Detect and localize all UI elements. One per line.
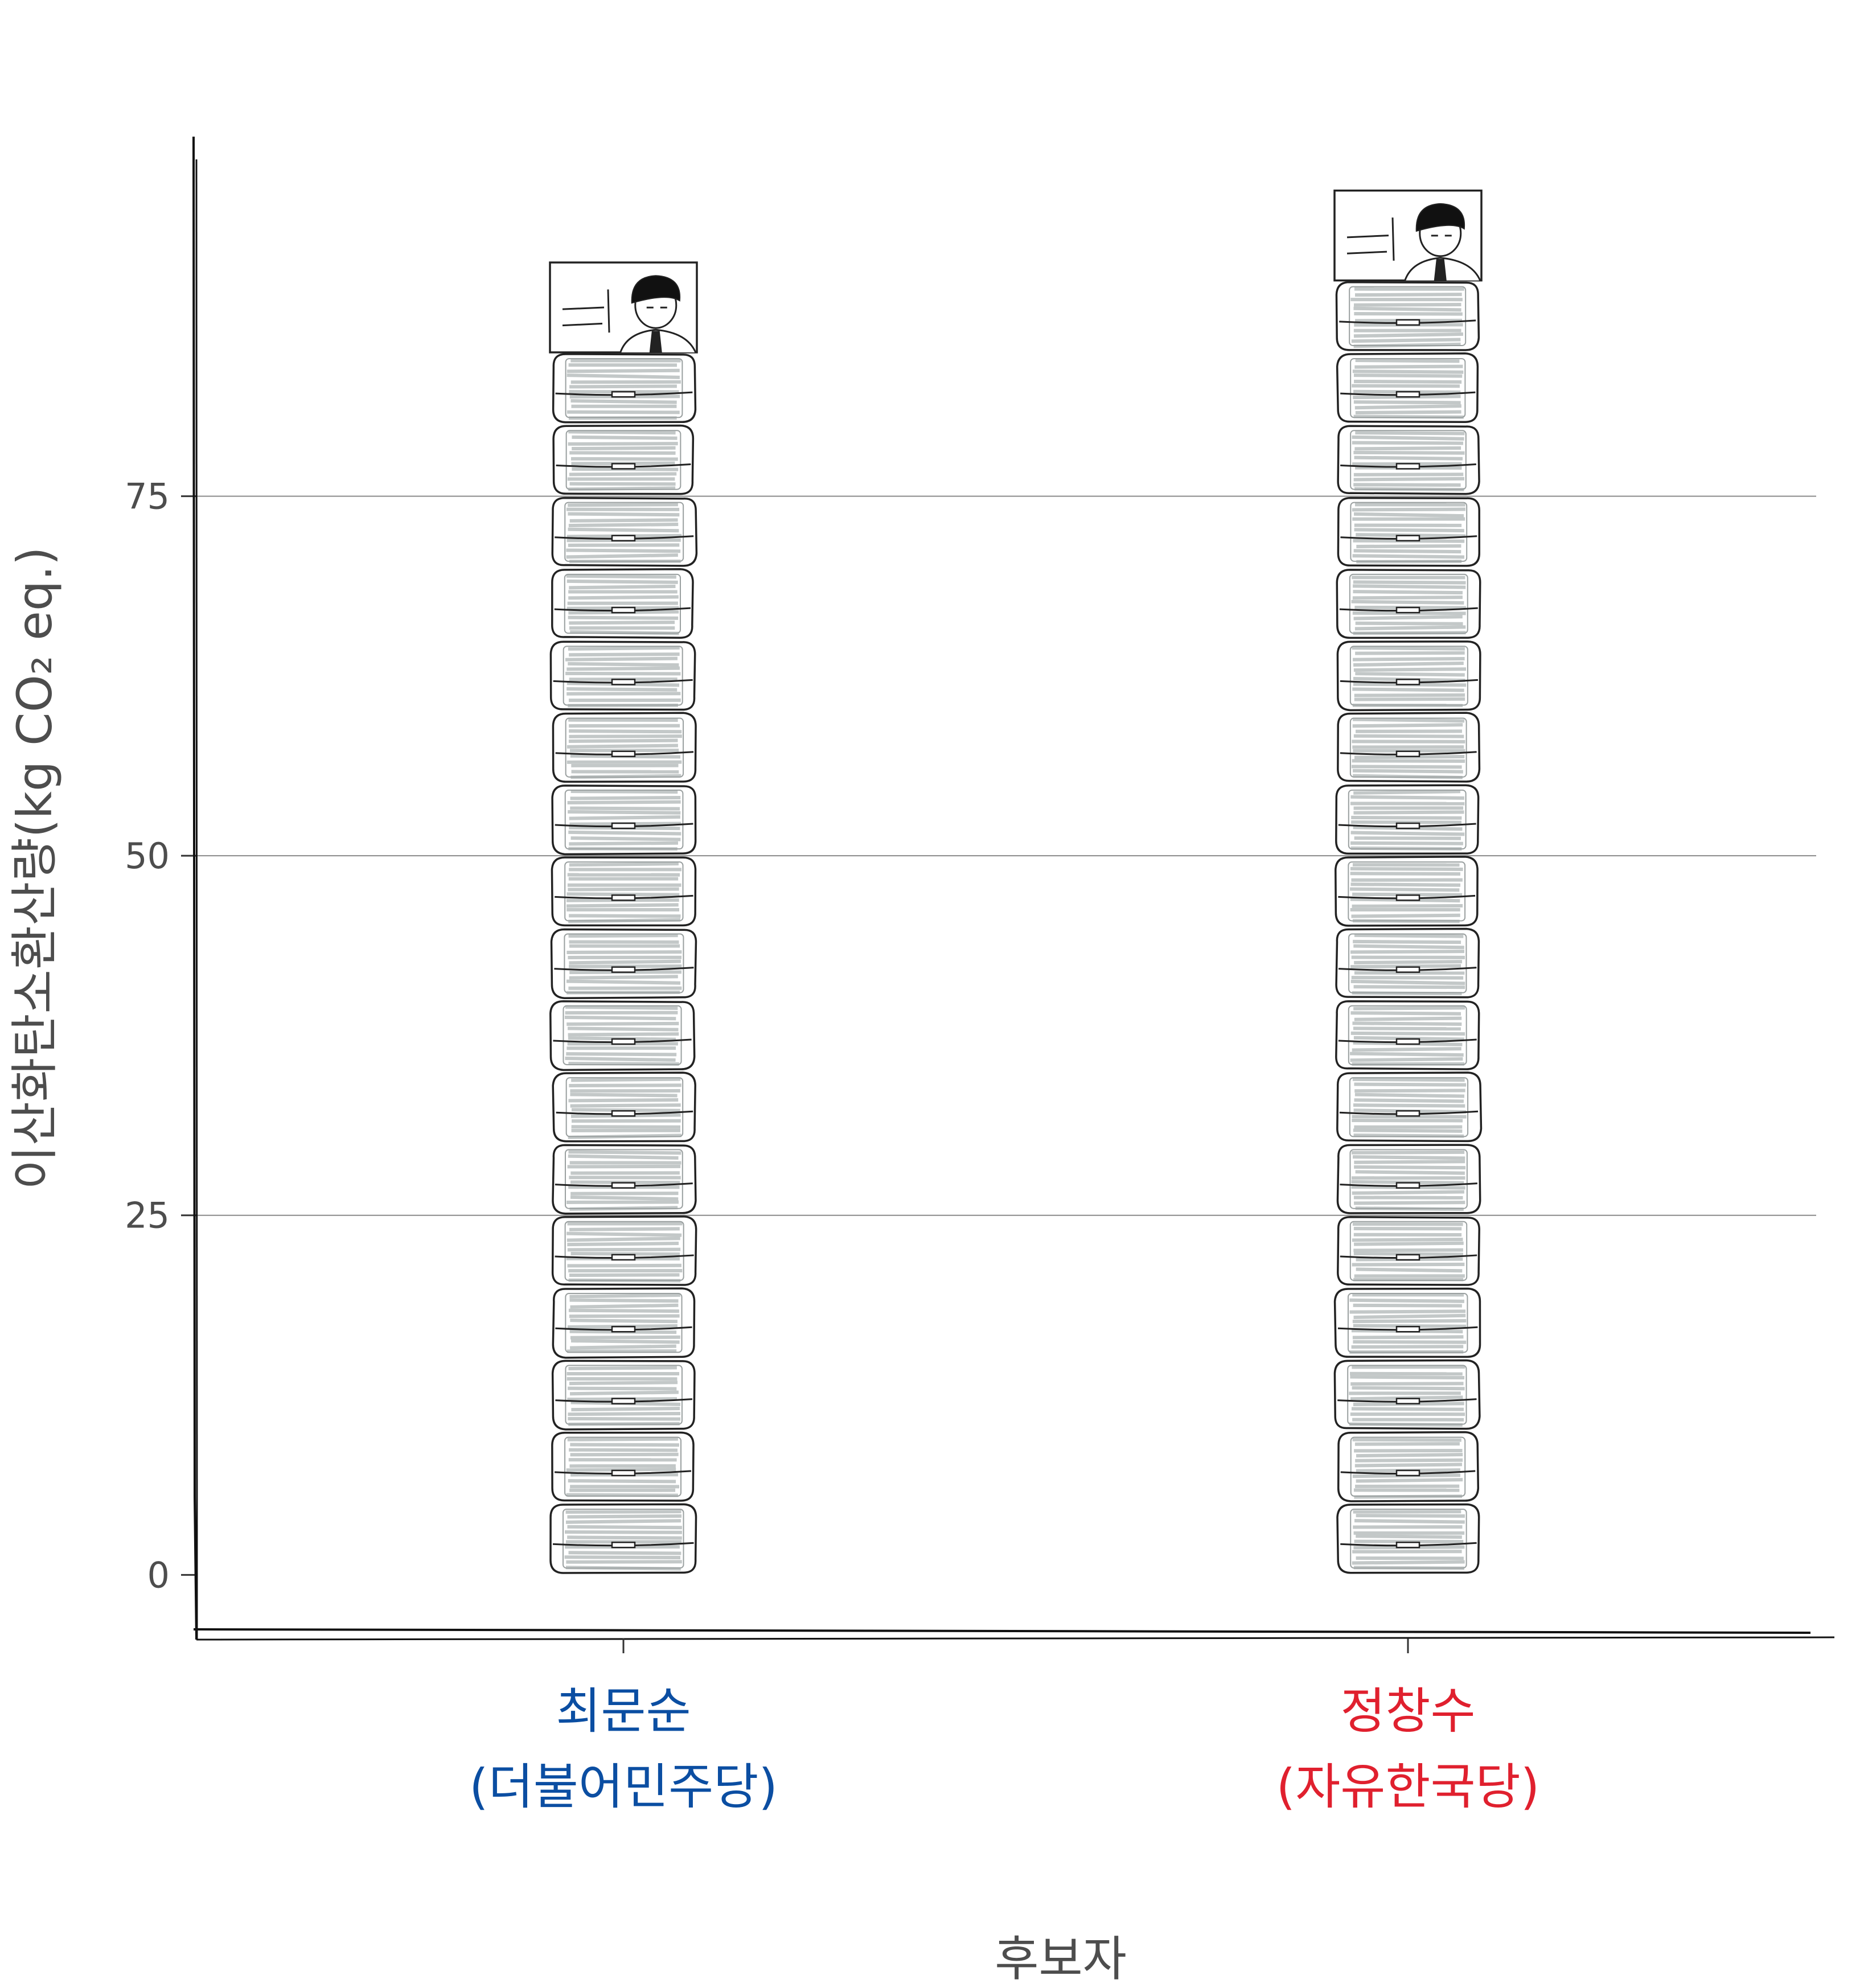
x-axis-labels: 최문순 (더불어민주당) 정창수 (자유한국당) <box>469 1683 1539 1816</box>
y-tick-label: 25 <box>125 1195 170 1237</box>
air-conditioner-icon <box>1336 1144 1481 1214</box>
air-conditioner-icon <box>1337 712 1481 783</box>
air-conditioner-icon <box>1333 1359 1481 1430</box>
air-conditioner-icon <box>552 1071 696 1143</box>
air-conditioner-icon <box>551 1215 697 1286</box>
x-axis-line-sketch <box>196 1636 1835 1641</box>
air-conditioner-icon <box>1337 1215 1480 1286</box>
category-party-label: (자유한국당) <box>1276 1759 1540 1816</box>
category-party-label: (더불어민주당) <box>469 1759 778 1816</box>
air-conditioner-icon <box>1336 1071 1483 1143</box>
air-conditioner-icon <box>549 640 696 711</box>
x-axis-ticks <box>622 1638 1409 1653</box>
y-axis-ticks: 0 25 50 75 <box>125 476 196 1596</box>
pictogram-bars <box>549 189 1483 1574</box>
air-conditioner-icon <box>1336 1503 1480 1574</box>
grid-lines <box>196 495 1816 1216</box>
y-tick-label: 50 <box>125 835 170 877</box>
category-name-label: 최문순 <box>556 1683 691 1740</box>
y-axis-title: 이산화탄소환산량(kg CO₂ eq.) <box>7 547 63 1189</box>
air-conditioner-icon <box>1335 281 1480 351</box>
air-conditioner-icon <box>551 496 698 567</box>
air-conditioner-icon <box>1335 856 1479 927</box>
air-conditioner-icon <box>552 1287 696 1359</box>
bar <box>549 261 698 1574</box>
air-conditioner-icon <box>1335 927 1480 999</box>
air-conditioner-icon <box>1336 352 1479 424</box>
y-tick-label: 75 <box>125 476 170 517</box>
y-axis-line <box>192 136 198 1640</box>
air-conditioner-icon <box>551 784 697 856</box>
air-conditioner-icon <box>552 353 697 424</box>
air-conditioner-icon <box>1336 640 1481 712</box>
air-conditioner-icon <box>549 1503 697 1574</box>
y-tick-label: 0 <box>147 1554 170 1596</box>
air-conditioner-icon <box>551 1359 696 1431</box>
air-conditioner-icon <box>1333 1287 1481 1358</box>
axes <box>192 136 1835 1641</box>
x-axis-title: 후보자 <box>995 1931 1127 1987</box>
air-conditioner-icon <box>1337 496 1481 567</box>
bar <box>1333 189 1483 1574</box>
air-conditioner-icon <box>551 856 697 927</box>
candidate-portrait-icon <box>549 261 698 354</box>
x-axis-line <box>193 1628 1811 1634</box>
air-conditioner-icon <box>550 928 697 1000</box>
air-conditioner-icon <box>1335 784 1480 855</box>
air-conditioner-icon <box>552 712 697 783</box>
air-conditioner-icon <box>552 1144 697 1215</box>
category-name-label: 정창수 <box>1340 1683 1475 1740</box>
air-conditioner-icon <box>551 1431 695 1502</box>
air-conditioner-icon <box>1335 1000 1480 1070</box>
air-conditioner-icon <box>551 568 694 639</box>
air-conditioner-icon <box>552 424 695 495</box>
air-conditioner-icon <box>549 1000 696 1071</box>
y-axis-line-sketch <box>195 159 198 1640</box>
candidate-portrait-icon <box>1333 189 1483 282</box>
air-conditioner-icon <box>1337 425 1480 495</box>
air-conditioner-icon <box>1336 569 1481 639</box>
air-conditioner-icon <box>1337 1431 1480 1502</box>
